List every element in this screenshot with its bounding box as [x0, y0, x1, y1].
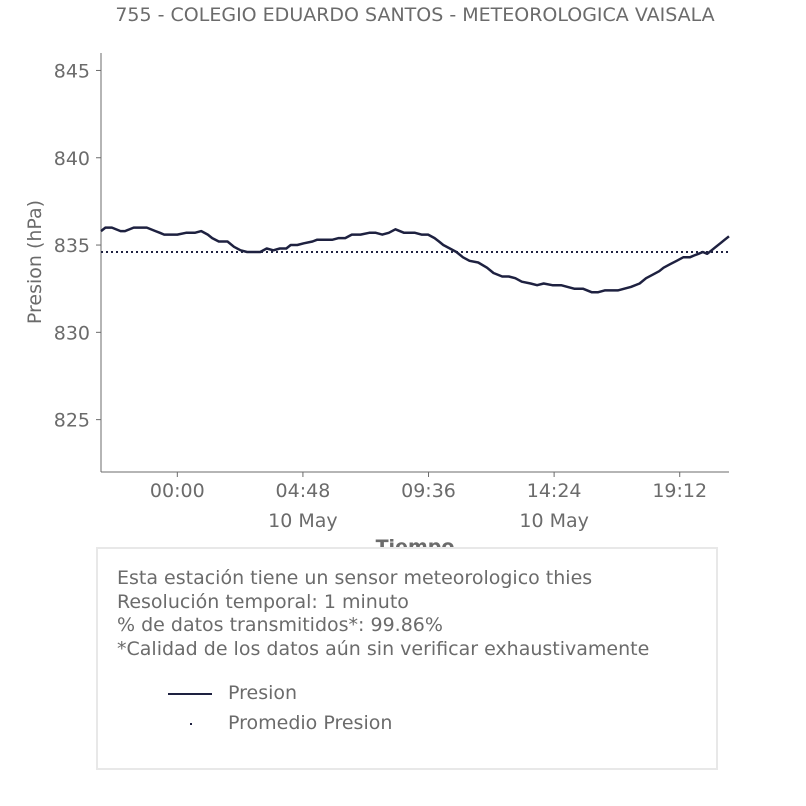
info-sensor-line: Esta estación tiene un sensor meteorolog…	[117, 567, 593, 589]
y-tick-label: 830	[54, 322, 90, 344]
x-tick-date-label: 10 May	[268, 510, 338, 532]
x-tick-label: 00:00	[150, 480, 205, 502]
info-transmission-line: % de datos transmitidos*: 99.86%	[117, 614, 443, 636]
y-tick-label: 840	[54, 148, 90, 170]
series-layer	[100, 226, 730, 294]
legend-line-swatch	[168, 693, 212, 695]
info-quality-line: *Calidad de los datos aún sin verificar …	[117, 637, 650, 660]
series-presion-line	[100, 226, 730, 294]
axes: 825 830 835 840 845 00:00 04:48 10 May 09:36 14:2…	[54, 53, 729, 532]
info-box: Esta estación tiene un sensor meteorolog…	[96, 547, 718, 770]
info-resolution-line: Resolución temporal: 1 minuto	[117, 590, 409, 613]
x-tick-label: 19:12	[652, 480, 707, 502]
y-axis-label: Presion (hPa)	[24, 200, 46, 324]
x-tick-label: 14:24	[527, 480, 582, 502]
station-info: Esta estación tiene un sensor meteorolog…	[117, 567, 649, 661]
legend-label-promedio: Promedio Presion	[228, 712, 393, 734]
y-tick-label: 835	[54, 235, 90, 257]
chart-title: 755 - COLEGIO EDUARDO SANTOS - METEOROLO…	[115, 4, 714, 26]
y-tick-label: 845	[54, 60, 90, 82]
x-tick-label: 09:36	[401, 480, 456, 502]
y-tick-label: 825	[54, 410, 90, 432]
legend-label-presion: Presion	[228, 682, 298, 704]
x-tick-label: 04:48	[276, 480, 331, 502]
x-tick-date-label: 10 May	[519, 510, 589, 532]
legend-dot-swatch	[190, 723, 192, 725]
